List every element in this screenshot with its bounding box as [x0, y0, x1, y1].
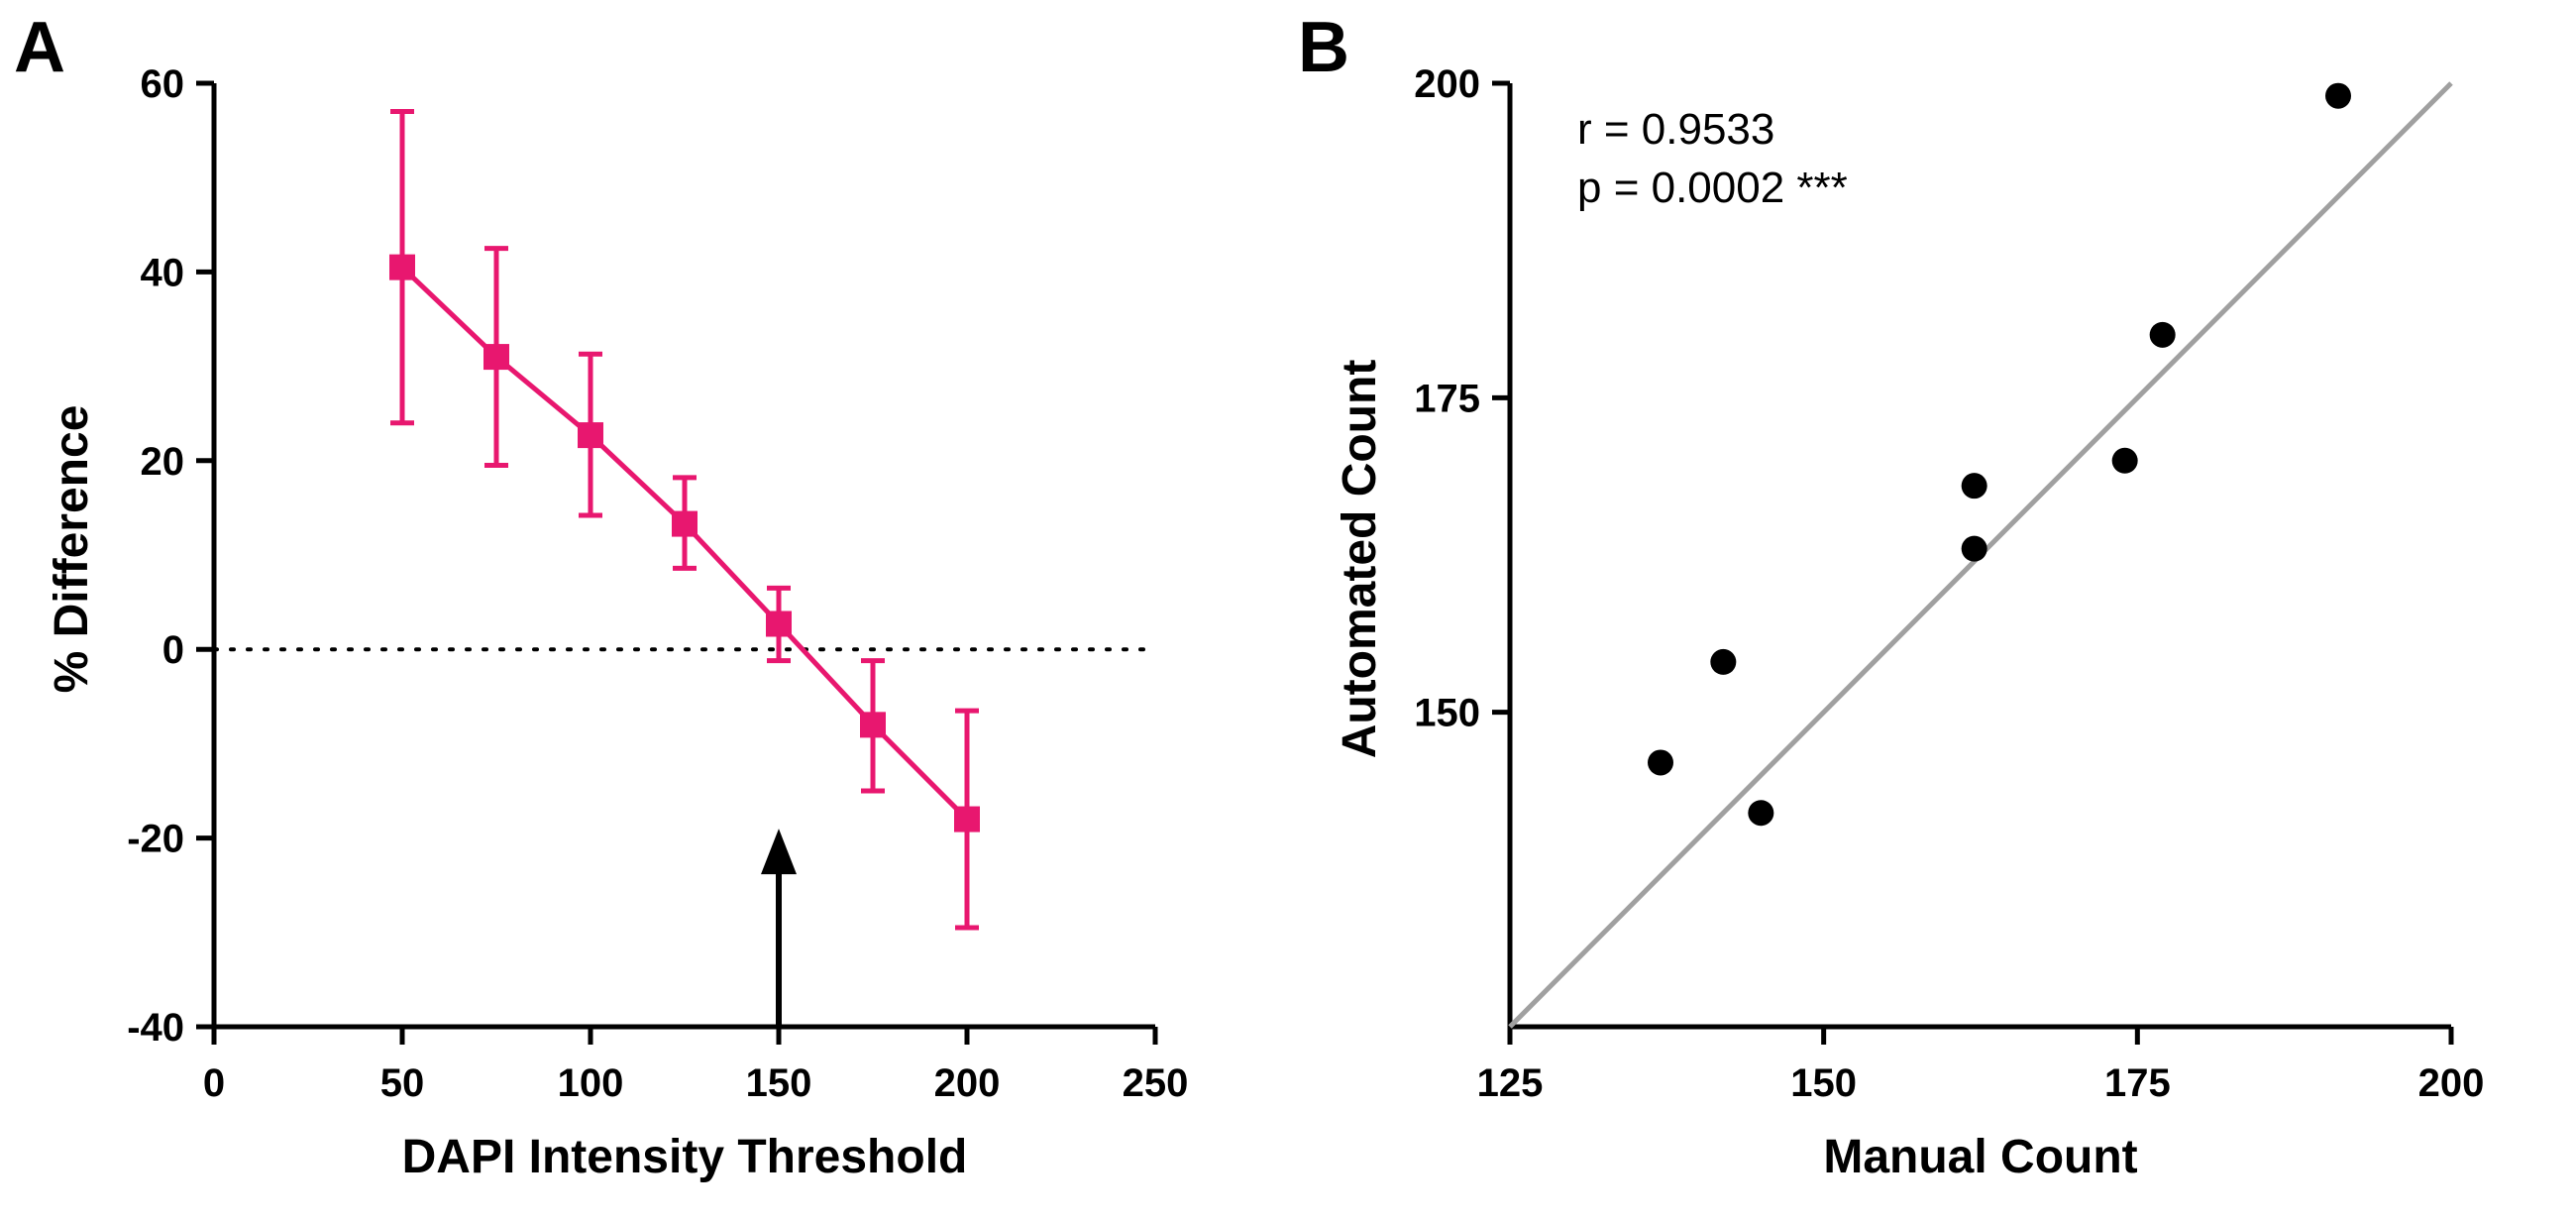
- threshold-arrow-head: [761, 829, 797, 875]
- panel-a-x-tick-label: 100: [558, 1061, 624, 1105]
- panel-b-y-tick-label: 200: [1414, 62, 1480, 106]
- panel-a-y-tick-label: 40: [141, 251, 185, 294]
- data-point-marker: [766, 611, 792, 637]
- scatter-point: [1748, 800, 1774, 827]
- panel-a-y-tick-label: 20: [141, 440, 185, 484]
- data-point-marker: [860, 712, 886, 738]
- panel-b-letter: B: [1298, 8, 1349, 87]
- data-point-marker: [954, 806, 980, 833]
- panel-b-x-axis-title: Manual Count: [1823, 1131, 2137, 1183]
- scatter-point: [2111, 447, 2138, 474]
- panel-a-y-tick-label: -20: [127, 818, 184, 861]
- panel-b-x-tick-label: 175: [2104, 1061, 2171, 1105]
- data-point-marker: [483, 344, 509, 371]
- panel-a-x-tick-label: 250: [1123, 1061, 1189, 1105]
- panel-b: B 200 175 150 125 150 175 200 r = 0.9533 p = 0…: [1298, 8, 2484, 1183]
- panel-b-x-tick-label: 200: [2418, 1061, 2485, 1105]
- scatter-point: [1961, 535, 1987, 562]
- panel-b-x-tick-label: 150: [1790, 1061, 1857, 1105]
- data-point-marker: [672, 510, 698, 537]
- correlation-r-annotation: r = 0.9533: [1577, 105, 1774, 154]
- panel-a-x-tick-label: 0: [203, 1061, 225, 1105]
- scatter-point: [2149, 321, 2176, 348]
- panel-a-x-tick-label: 50: [380, 1061, 425, 1105]
- scatter-point: [2325, 82, 2351, 109]
- panel-a-y-tick-label: 60: [141, 62, 185, 106]
- panel-b-y-tick-label: 175: [1414, 377, 1480, 420]
- p-value-annotation: p = 0.0002 ***: [1577, 164, 1848, 212]
- panel-a-x-axis-title: DAPI Intensity Threshold: [402, 1131, 968, 1183]
- data-point-marker: [389, 254, 415, 280]
- scatter-point: [1961, 473, 1987, 500]
- panel-a-y-tick-label: -40: [127, 1006, 184, 1050]
- panel-a-y-axis-title: % Difference: [46, 405, 98, 694]
- scatter-point: [1648, 749, 1673, 776]
- panel-a-letter: A: [14, 8, 65, 87]
- scatter-point: [1710, 648, 1737, 675]
- data-point-marker: [578, 422, 603, 449]
- panel-b-y-tick-label: 150: [1414, 692, 1480, 735]
- panel-a-x-tick-label: 200: [934, 1061, 1001, 1105]
- panel-a-y-tick-label: 0: [162, 628, 184, 672]
- panel-b-x-tick-label: 125: [1477, 1061, 1544, 1105]
- panel-a-x-tick-label: 150: [746, 1061, 812, 1105]
- panel-b-y-axis-title: Automated Count: [1334, 360, 1386, 759]
